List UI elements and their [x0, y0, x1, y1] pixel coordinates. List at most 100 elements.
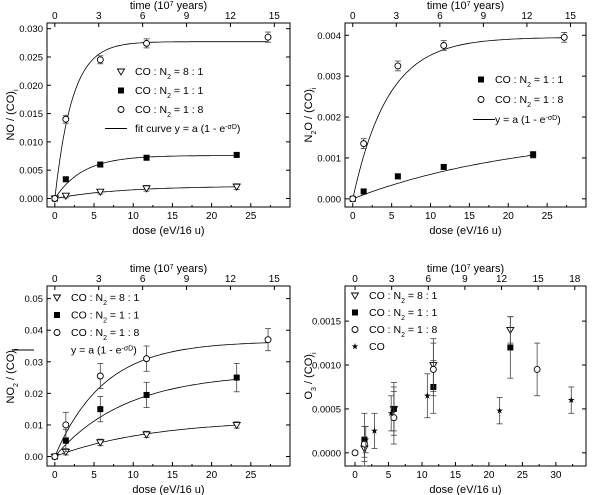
data-point — [97, 406, 104, 413]
legend-label: CO : N2 = 1 : 8 — [495, 94, 564, 109]
top-tick-label: 12 — [496, 274, 508, 285]
label-part: 2 — [401, 315, 405, 322]
chart-panel-top-left: 0 5 10 15 20 25 0 3 6 9 12 15 0.000 0.005 0.010 0.015 0.… — [5, 0, 291, 237]
label-part: CO : N — [495, 94, 527, 106]
y-tick-label: 0.030 — [19, 24, 43, 35]
fit-curve — [54, 379, 237, 457]
y-tick-label: 0.0010 — [312, 361, 341, 372]
x-tick-label: 0 — [352, 470, 358, 481]
y-tick-label: 0.04 — [25, 326, 44, 337]
legend-label: CO : N2 = 1 : 8 — [135, 104, 204, 119]
label-part: O — [303, 391, 315, 400]
y-tick-label: 0.01 — [25, 420, 44, 431]
top-axis-label: time (107 years) — [130, 263, 207, 275]
data-point — [96, 188, 105, 197]
label-part: 2 — [401, 298, 405, 305]
y-tick-label: 0.05 — [25, 294, 44, 305]
y-tick-label: 0.010 — [19, 137, 43, 148]
y-tick-label: 0.015 — [19, 109, 43, 120]
x-axis-label: dose (eV/16 u) — [132, 225, 204, 237]
y-tick-label: 0.000 — [19, 194, 43, 205]
data-point — [142, 185, 151, 193]
x-tick-label: 5 — [386, 470, 392, 481]
data-point — [362, 436, 370, 443]
data-point — [567, 396, 575, 403]
legend-label: CO — [369, 341, 385, 353]
label-part: years) — [471, 263, 505, 275]
label-part: CO : N — [71, 327, 103, 339]
top-tick-label: 9 — [462, 274, 468, 285]
data-point — [51, 453, 59, 460]
label-part: ) — [237, 123, 241, 135]
data-point — [478, 76, 484, 83]
data-point — [351, 449, 359, 457]
x-tick-label: 20 — [206, 470, 218, 481]
fit-curve — [54, 342, 269, 457]
label-part: CO : N — [135, 85, 167, 97]
data-point — [264, 33, 272, 41]
x-tick-label: 15 — [167, 211, 179, 222]
series-square — [51, 151, 240, 202]
plot-frame — [46, 285, 291, 467]
label-part: 2 — [103, 335, 107, 342]
label-part: CO — [369, 341, 385, 353]
label-part: i — [311, 87, 318, 89]
legend-label: CO : N2 = 1 : 1 — [495, 74, 564, 89]
label-part: y = a (1 - e — [495, 114, 546, 126]
series-circle — [351, 342, 541, 463]
y-tick-label: 0.0000 — [312, 448, 341, 459]
y-axis-label: N2O / (CO)i — [303, 87, 318, 142]
data-point — [62, 437, 69, 444]
label-part: = 1 : 8 — [531, 94, 564, 106]
x-tick-label: 25 — [517, 470, 529, 481]
data-point — [143, 355, 151, 363]
x-axis-label: dose (eV/16 u) — [132, 484, 204, 495]
label-part: -σD — [545, 115, 557, 122]
label-part: = 1 : 8 — [171, 104, 204, 116]
data-point — [143, 391, 150, 398]
y-tick-label: 0.005 — [19, 166, 43, 177]
data-point — [117, 106, 125, 113]
label-part: i — [311, 352, 318, 354]
label-part: 2 — [401, 332, 405, 339]
top-tick-label: 0 — [52, 274, 58, 285]
top-tick-label: 3 — [96, 274, 102, 285]
label-part: = 1 : 1 — [171, 85, 204, 97]
data-point — [232, 421, 241, 430]
chart-panel-top-right: 0 5 10 15 20 25 0 3 6 9 12 15 0.000 0.001 0.002 0.003 0.… — [303, 0, 587, 237]
y-axis-label: O3 / (CO)i — [303, 352, 318, 399]
top-tick-label: 3 — [96, 11, 102, 22]
data-point — [440, 42, 448, 49]
top-tick-label: 12 — [225, 11, 237, 22]
x-tick-label: 10 — [425, 211, 437, 222]
x-tick-label: 0 — [350, 211, 356, 222]
label-part: = 8 : 1 — [405, 290, 438, 302]
data-point — [96, 439, 105, 447]
y-tick-label: 0.004 — [317, 31, 341, 42]
y-tick-label: 0.0015 — [312, 317, 341, 328]
data-point — [142, 431, 151, 439]
legend: CO : N2 = 8 : 1CO : N2 = 1 : 1CO : N2 = … — [350, 290, 438, 353]
data-point — [97, 161, 104, 168]
top-tick-label: 9 — [184, 274, 190, 285]
data-point — [232, 183, 241, 192]
legend-label: CO : N2 = 8 : 1 — [369, 290, 438, 305]
x-tick-label: 0 — [52, 470, 58, 481]
label-part: -σD — [121, 345, 133, 352]
label-part: years) — [174, 263, 208, 275]
label-part: CO : N — [135, 66, 167, 78]
x-tick-label: 20 — [503, 211, 515, 222]
label-part: = 8 : 1 — [171, 66, 204, 78]
label-part: ) — [133, 345, 137, 357]
series-triangle-down — [360, 316, 515, 458]
label-part: NO — [5, 387, 17, 404]
legend-label: CO : N2 = 1 : 1 — [135, 85, 204, 100]
data-point — [52, 294, 62, 302]
data-point — [371, 427, 378, 434]
chart-panel-bottom-left: 0 5 10 15 20 25 0 3 6 9 12 15 0.00 0.01 0.02 0.03 0.04 0.… — [5, 263, 291, 495]
data-point — [116, 68, 126, 76]
data-point — [560, 33, 568, 41]
label-part: CO : N — [71, 292, 103, 304]
top-tick-label: 6 — [140, 274, 146, 285]
data-point — [61, 192, 71, 201]
